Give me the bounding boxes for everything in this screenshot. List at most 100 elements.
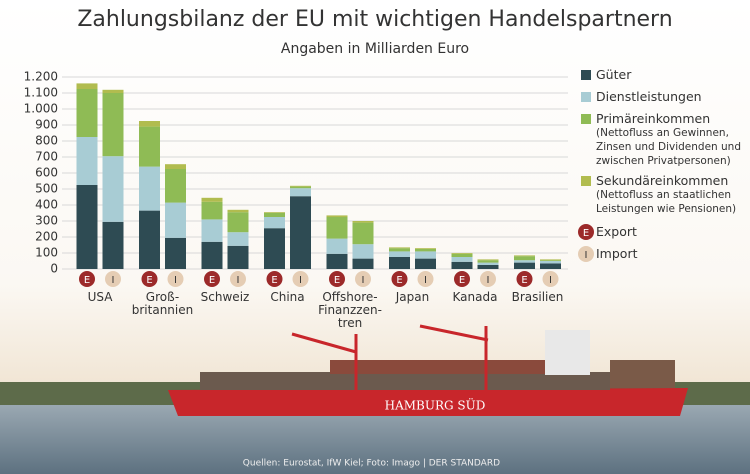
bar-key-circle bbox=[204, 271, 220, 287]
bar-segment bbox=[540, 259, 561, 261]
bar-key-circle bbox=[329, 271, 345, 287]
legend-note: (Nettofluss an Gewinnen, Zinsen und Divi… bbox=[596, 127, 742, 167]
bar-segment bbox=[139, 121, 160, 127]
bar-segment bbox=[326, 238, 348, 254]
bar-segment bbox=[514, 256, 535, 261]
bar-key-circle bbox=[141, 271, 158, 287]
legend-note: (Nettofluss an staatlichen Leistungen wi… bbox=[596, 189, 737, 215]
legend-swatch bbox=[581, 176, 591, 186]
bar-key-label: I bbox=[362, 275, 365, 286]
y-tick-label: 200 bbox=[35, 230, 58, 244]
bar-segment bbox=[477, 259, 499, 261]
bar-segment bbox=[102, 156, 124, 222]
bar-key-label: E bbox=[459, 275, 465, 286]
legend-swatch bbox=[581, 114, 591, 124]
legend-label: Sekundäreinkommen bbox=[596, 173, 729, 188]
bar-key-circle bbox=[266, 271, 283, 287]
x-group-label: China bbox=[270, 290, 305, 304]
chart-title: Zahlungsbilanz der EU mit wichtigen Hand… bbox=[77, 7, 672, 32]
bar-segment bbox=[352, 221, 374, 223]
bar-segment bbox=[139, 166, 160, 211]
ship bbox=[168, 324, 688, 416]
y-tick-label: 500 bbox=[35, 182, 58, 196]
bar-key-label: E bbox=[334, 275, 340, 286]
bar-segment bbox=[227, 212, 249, 233]
y-tick-label: 400 bbox=[35, 198, 58, 212]
legend-label: Güter bbox=[596, 67, 632, 82]
bar-key-label: I bbox=[112, 275, 115, 286]
bar-key-label: I bbox=[487, 275, 490, 286]
bar-segment bbox=[290, 186, 311, 189]
bar-key-label: I bbox=[299, 275, 302, 286]
bar-segment bbox=[102, 221, 124, 269]
bar-key-circle bbox=[105, 271, 121, 287]
bar-segment bbox=[76, 89, 98, 137]
bar-segment bbox=[264, 217, 285, 229]
x-group-label: Brasilien bbox=[511, 290, 564, 304]
bar-segment bbox=[451, 257, 473, 262]
bar-segment bbox=[139, 126, 160, 167]
bar-segment bbox=[76, 185, 98, 269]
bar-segment bbox=[415, 249, 436, 252]
bar-key-label: I bbox=[549, 275, 552, 286]
bar-key-circle bbox=[454, 271, 470, 287]
y-tick-label: 100 bbox=[35, 246, 58, 260]
y-tick-label: 700 bbox=[35, 150, 58, 164]
bar-segment bbox=[201, 241, 223, 269]
bar-segment bbox=[352, 222, 374, 245]
legend-key-symbol: I bbox=[585, 250, 588, 261]
bar-key-circle bbox=[480, 271, 496, 287]
bar-segment bbox=[389, 251, 410, 257]
legend-swatch bbox=[581, 70, 591, 80]
bar-segment bbox=[415, 258, 436, 269]
y-tick-label: 800 bbox=[35, 134, 58, 148]
bar-segment bbox=[477, 260, 499, 263]
y-tick-label: 900 bbox=[35, 118, 58, 132]
bar-segment bbox=[102, 93, 124, 157]
y-tick-label: 1.000 bbox=[24, 102, 58, 116]
bar-segment bbox=[139, 210, 160, 269]
bar-segment bbox=[76, 137, 98, 185]
x-group-label: Japan bbox=[395, 290, 430, 304]
bar-segment bbox=[415, 248, 436, 249]
bar-segment bbox=[76, 83, 98, 89]
bar-key-label: I bbox=[237, 275, 240, 286]
y-tick-label: 1.100 bbox=[24, 86, 58, 100]
bar-key-circle bbox=[79, 271, 95, 287]
sea bbox=[0, 405, 750, 474]
x-group-label: Schweiz bbox=[200, 290, 250, 304]
bar-segment bbox=[389, 257, 410, 269]
bar-segment bbox=[326, 215, 348, 217]
bar-key-label: E bbox=[146, 275, 152, 286]
bar-segment bbox=[477, 265, 499, 269]
bar-segment bbox=[352, 244, 374, 259]
legend-key-circle bbox=[578, 224, 594, 240]
bar-segment bbox=[165, 169, 186, 203]
bar-segment bbox=[165, 202, 186, 238]
bar-key-label: E bbox=[84, 275, 90, 286]
bar-segment bbox=[415, 251, 436, 259]
bar-key-circle bbox=[542, 271, 559, 287]
ship-name: HAMBURG SÜD bbox=[385, 397, 486, 413]
chart-subtitle: Angaben in Milliarden Euro bbox=[281, 41, 469, 57]
y-tick-label: 300 bbox=[35, 214, 58, 228]
bar-segment bbox=[451, 253, 473, 254]
bar-key-circle bbox=[292, 271, 309, 287]
bar-segment bbox=[227, 232, 249, 246]
bar-segment bbox=[290, 196, 311, 269]
legend-key-label: Export bbox=[596, 224, 637, 239]
x-group-label: Groß- britannien bbox=[131, 290, 194, 317]
bar-key-circle bbox=[167, 271, 184, 287]
bar-segment bbox=[264, 213, 285, 217]
bar-segment bbox=[389, 247, 410, 249]
bar-segment bbox=[451, 261, 473, 269]
bar-segment bbox=[290, 188, 311, 197]
bar-segment bbox=[451, 253, 473, 257]
bar-key-label: E bbox=[209, 275, 215, 286]
bar-segment bbox=[352, 258, 374, 269]
legend-key-symbol: E bbox=[583, 228, 589, 239]
legend-swatch bbox=[581, 92, 591, 102]
bar-segment bbox=[514, 260, 535, 263]
bar-segment bbox=[540, 261, 561, 264]
bar-segment bbox=[389, 248, 410, 252]
